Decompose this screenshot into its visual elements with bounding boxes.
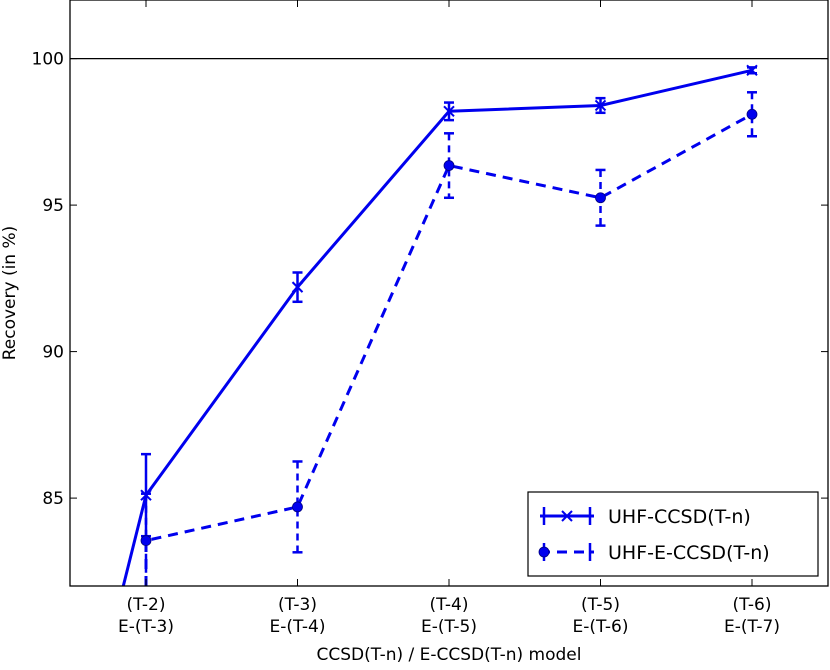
legend-marker <box>561 510 573 522</box>
x-tick-label-sub: E-(T-4) <box>270 617 326 637</box>
data-point-circle <box>746 108 758 120</box>
ticks-layer: 859095100(T-2)E-(T-3)(T-3)E-(T-4)(T-4)E-… <box>32 0 828 637</box>
legend-label: UHF-CCSD(T-n) <box>608 506 751 528</box>
x-tick-label-sub: E-(T-7) <box>724 617 780 637</box>
marker-stroke <box>746 64 758 77</box>
data-point-circle <box>595 192 606 204</box>
y-tick-label: 85 <box>42 489 64 509</box>
data-point-x <box>594 99 607 112</box>
data-point-x <box>291 281 304 293</box>
legend: UHF-CCSD(T-n) UHF-E-CCSD(T-n) <box>527 491 819 577</box>
series-line <box>121 68 753 586</box>
y-axis-label: Recovery (in %) <box>0 226 20 361</box>
series-uhf-e-ccsd <box>140 91 758 586</box>
x-tick-label-sub: E-(T-6) <box>573 617 629 637</box>
y-tick-label: 90 <box>42 343 64 363</box>
data-point-circle <box>140 535 152 546</box>
data-point-x <box>746 64 758 77</box>
legend-label: UHF-E-CCSD(T-n) <box>608 542 770 564</box>
legend-marker <box>538 546 550 558</box>
data-point-x <box>443 105 455 118</box>
marker-stroke <box>443 105 455 118</box>
data-point-circle <box>292 501 303 513</box>
series-layer <box>121 64 758 586</box>
legend-entry: UHF-E-CCSD(T-n) <box>538 542 770 564</box>
x-tick-label-sub: E-(T-3) <box>118 617 174 637</box>
x-tick-label: (T-3) <box>278 595 317 615</box>
marker-stroke <box>594 99 607 112</box>
y-tick-label: 100 <box>32 50 64 70</box>
legend-entry: UHF-CCSD(T-n) <box>540 506 751 528</box>
x-tick-label-sub: E-(T-5) <box>421 617 477 637</box>
data-point-circle <box>443 160 455 171</box>
x-axis-label: CCSD(T-n) / E-CCSD(T-n) model <box>317 645 582 665</box>
x-tick-label: (T-4) <box>429 595 468 615</box>
x-tick-label: (T-6) <box>732 595 771 615</box>
y-tick-label: 95 <box>42 196 64 216</box>
marker-stroke <box>291 281 304 293</box>
x-tick-label: (T-2) <box>126 595 165 615</box>
legend-box <box>527 491 819 577</box>
x-tick-label: (T-5) <box>581 595 620 615</box>
